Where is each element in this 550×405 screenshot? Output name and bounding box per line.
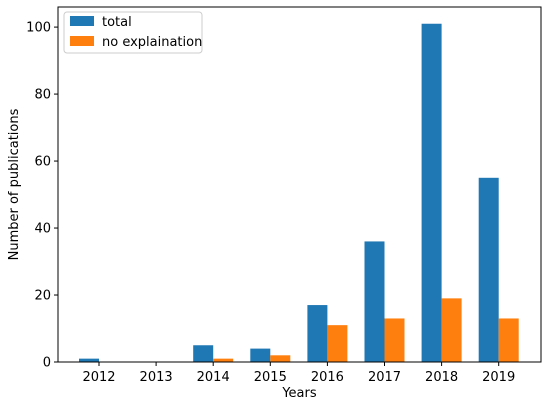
x-tick-label-2014: 2014 <box>197 370 230 385</box>
legend-label-no-explaination: no explaination <box>102 35 202 50</box>
x-tick-label-2017: 2017 <box>368 370 401 385</box>
bar-no-explaination-2017 <box>384 318 405 362</box>
y-tick-label-20: 20 <box>34 289 51 304</box>
legend: total no explaination <box>63 11 203 54</box>
y-tick-label-0: 0 <box>43 356 51 371</box>
x-tick-label-2019: 2019 <box>482 370 515 385</box>
bar-total-2012 <box>79 358 99 362</box>
y-axis-label: Number of publications <box>7 108 22 260</box>
bar-total-2014 <box>193 345 214 362</box>
y-tick-label-80: 80 <box>34 88 51 103</box>
y-tick-label-40: 40 <box>34 222 51 237</box>
bar-total-2016 <box>307 305 328 362</box>
plot-bars <box>79 23 519 363</box>
bar-total-2017 <box>364 241 385 362</box>
x-tick-label-2015: 2015 <box>254 370 287 385</box>
bar-no-explaination-2019 <box>498 318 519 362</box>
y-tick-label-60: 60 <box>34 155 51 170</box>
x-tick-label-2016: 2016 <box>311 370 344 385</box>
bar-total-2015 <box>250 348 271 362</box>
bar-total-2018 <box>421 23 442 363</box>
x-tick-label-2013: 2013 <box>140 370 173 385</box>
x-axis-label: Years <box>281 386 317 401</box>
legend-swatch-total <box>70 16 94 26</box>
bar-no-explaination-2015 <box>270 355 291 362</box>
plot-frame <box>57 6 542 363</box>
legend-label-total: total <box>102 15 132 30</box>
y-tick-label-100: 100 <box>26 21 51 36</box>
bar-no-explaination-2018 <box>441 298 462 362</box>
bar-no-explaination-2014 <box>213 358 234 362</box>
legend-box <box>63 11 203 54</box>
x-tick-label-2012: 2012 <box>82 370 115 385</box>
legend-swatch-no-explaination <box>70 36 94 46</box>
x-tick-label-2018: 2018 <box>425 370 458 385</box>
x-axis: 2012 2013 2014 2015 2016 2017 2018 2019 <box>82 362 515 385</box>
y-axis: 0 20 40 60 80 100 <box>26 21 58 371</box>
bar-total-2019 <box>478 177 499 362</box>
bar-no-explaination-2016 <box>327 325 348 362</box>
